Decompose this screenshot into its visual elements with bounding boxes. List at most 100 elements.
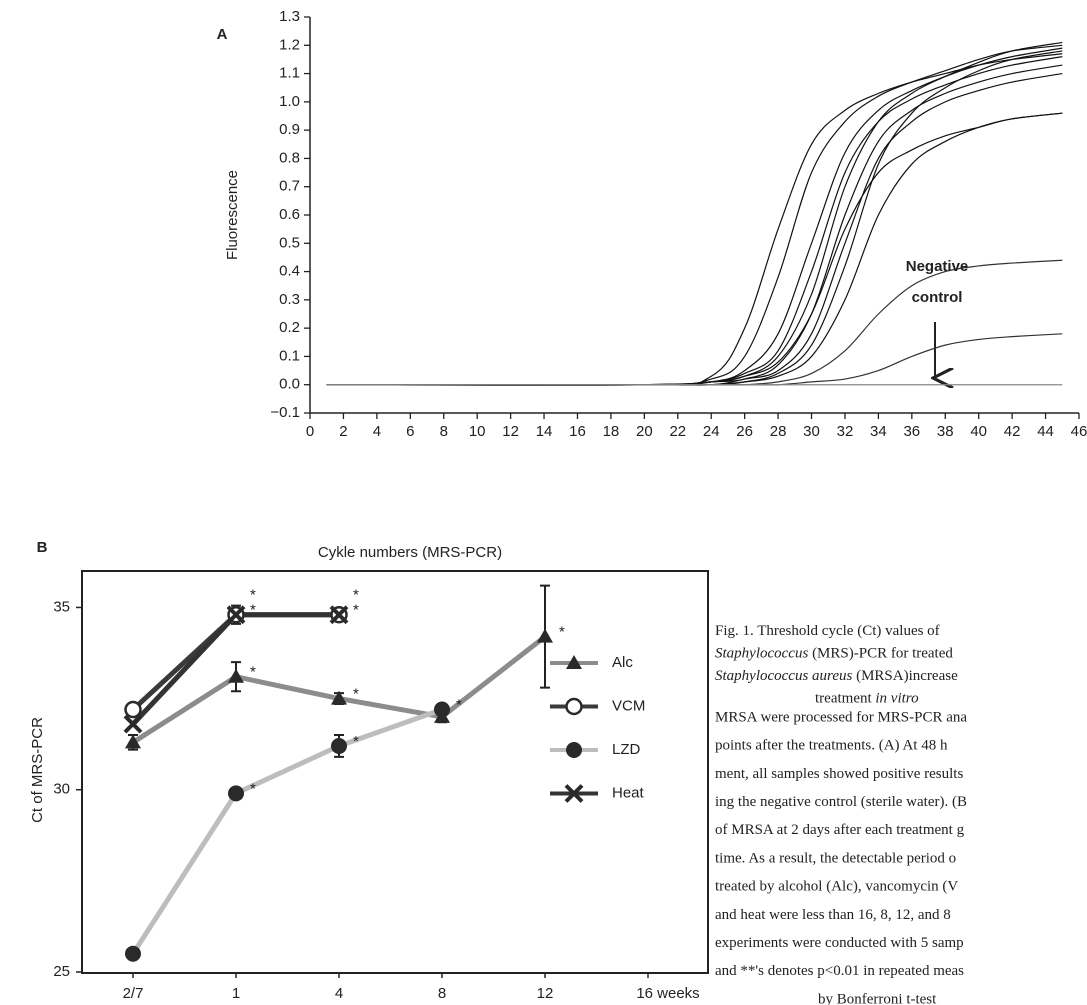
curve bbox=[326, 64, 1063, 386]
legend-label: VCM bbox=[612, 697, 645, 714]
x-tick-label: 12 bbox=[502, 423, 519, 440]
x-tick-label: 2/7 bbox=[123, 985, 144, 1002]
caption-title: Staphylococcus (MRS)-PCR for treated bbox=[715, 646, 953, 662]
significance: * bbox=[353, 602, 359, 619]
x-tick-label: 16 weeks bbox=[636, 985, 699, 1002]
curve bbox=[326, 50, 1063, 386]
x-tick-label: 0 bbox=[306, 423, 314, 440]
panel-label: A bbox=[217, 26, 228, 43]
caption-text: Staphylococcus aureus bbox=[715, 668, 852, 684]
y-tick-label: 1.2 bbox=[279, 36, 300, 53]
point bbox=[331, 690, 347, 705]
caption-line: ment, all samples showed positive result… bbox=[715, 766, 963, 782]
caption-line: MRSA were processed for MRS-PCR ana bbox=[715, 709, 967, 725]
y-tick-label: 25 bbox=[53, 963, 70, 980]
legend-marker bbox=[566, 742, 582, 758]
legend-marker bbox=[566, 655, 582, 669]
point bbox=[331, 737, 347, 754]
annotation: control bbox=[912, 289, 963, 306]
curve bbox=[326, 333, 1063, 386]
x-tick-label: 44 bbox=[1037, 423, 1054, 440]
curve bbox=[326, 53, 1063, 386]
caption-line: and heat were less than 16, 8, 12, and 8 bbox=[715, 907, 951, 923]
significance: * bbox=[250, 602, 256, 619]
significance: * bbox=[250, 780, 256, 797]
y-tick-label: 0.6 bbox=[279, 206, 300, 223]
caption-text: (MRS)-PCR for treated bbox=[808, 646, 953, 662]
significance: * bbox=[250, 587, 256, 604]
significance: * bbox=[353, 587, 359, 604]
x-tick-label: 24 bbox=[703, 423, 720, 440]
x-tick-label: 8 bbox=[440, 423, 448, 440]
y-tick-label: 30 bbox=[53, 781, 70, 798]
point bbox=[228, 785, 244, 802]
significance: * bbox=[456, 696, 462, 713]
caption-text: treatment bbox=[815, 691, 875, 707]
y-tick-label: 0.5 bbox=[279, 234, 300, 251]
annotation: Negative bbox=[906, 258, 969, 275]
plot-frame bbox=[81, 570, 709, 974]
point bbox=[228, 668, 244, 683]
caption-text: in vitro bbox=[875, 691, 919, 707]
legend-marker bbox=[565, 697, 583, 716]
x-tick-label: 10 bbox=[469, 423, 486, 440]
significance: * bbox=[353, 733, 359, 750]
y-tick-label: 0.9 bbox=[279, 121, 300, 138]
x-tick-label: 4 bbox=[335, 985, 343, 1002]
legend-label: LZD bbox=[612, 741, 641, 758]
x-tick-label: 1 bbox=[232, 985, 240, 1002]
caption-title: Fig. 1. Threshold cycle (Ct) values of bbox=[715, 623, 940, 639]
point bbox=[329, 605, 349, 625]
curve bbox=[326, 41, 1063, 386]
caption-line: ing the negative control (sterile water)… bbox=[715, 794, 967, 810]
x-tick-label: 42 bbox=[1004, 423, 1021, 440]
x-tick-label: 14 bbox=[536, 423, 553, 440]
x-tick-label: 20 bbox=[636, 423, 653, 440]
significance: * bbox=[559, 624, 565, 641]
x-tick-label: 8 bbox=[438, 985, 446, 1002]
significance: * bbox=[353, 686, 359, 703]
y-tick-label: 0.8 bbox=[279, 149, 300, 166]
caption-line: experiments were conducted with 5 samp bbox=[715, 935, 964, 951]
y-tick-label: 0.4 bbox=[279, 263, 300, 280]
y-tick-label: 0.7 bbox=[279, 178, 300, 195]
x-tick-label: 34 bbox=[870, 423, 887, 440]
x-tick-label: 30 bbox=[803, 423, 820, 440]
x-tick-label: 18 bbox=[603, 423, 620, 440]
x-tick-label: 38 bbox=[937, 423, 954, 440]
y-tick-label: 1.1 bbox=[279, 65, 300, 82]
curve bbox=[326, 56, 1063, 386]
legend-label: Heat bbox=[612, 784, 645, 801]
x-tick-label: 36 bbox=[903, 423, 920, 440]
x-tick-label: 16 bbox=[569, 423, 586, 440]
caption-title: treatment in vitro bbox=[815, 691, 919, 707]
x-tick-label: 32 bbox=[837, 423, 854, 440]
x-tick-label: 22 bbox=[669, 423, 686, 440]
y-tick-label: 35 bbox=[53, 598, 70, 615]
significance: * bbox=[250, 664, 256, 681]
curve bbox=[326, 72, 1063, 386]
caption-line: treated by alcohol (Alc), vancomycin (V bbox=[715, 879, 958, 895]
y-tick-label: 0.0 bbox=[279, 376, 300, 393]
x-tick-label: 6 bbox=[406, 423, 414, 440]
point bbox=[226, 605, 246, 625]
caption-text: (MRSA)increase bbox=[852, 668, 958, 684]
x-axis-title: Cykle numbers (MRS-PCR) bbox=[318, 544, 502, 561]
y-tick-label: 0.3 bbox=[279, 291, 300, 308]
y-tick-label: −0.1 bbox=[270, 404, 300, 421]
y-tick-label: 0.2 bbox=[279, 319, 300, 336]
x-tick-label: 2 bbox=[339, 423, 347, 440]
curve bbox=[326, 44, 1063, 386]
x-tick-label: 46 bbox=[1071, 423, 1087, 440]
legend-marker bbox=[564, 784, 584, 803]
caption-line: of MRSA at 2 days after each treatment g bbox=[715, 822, 965, 838]
x-tick-label: 40 bbox=[970, 423, 987, 440]
caption-line: points after the treatments. (A) At 48 h bbox=[715, 738, 948, 754]
y-tick-label: 0.1 bbox=[279, 347, 300, 364]
caption-line: time. As a result, the detectable period… bbox=[715, 850, 956, 866]
y-tick-label: 1.3 bbox=[279, 8, 300, 25]
panel-label: B bbox=[37, 539, 48, 556]
point bbox=[124, 700, 142, 719]
caption-line: and **'s denotes p<0.01 in repeated meas bbox=[715, 963, 964, 979]
caption-text: Fig. 1. Threshold cycle (Ct) values of bbox=[715, 623, 940, 639]
